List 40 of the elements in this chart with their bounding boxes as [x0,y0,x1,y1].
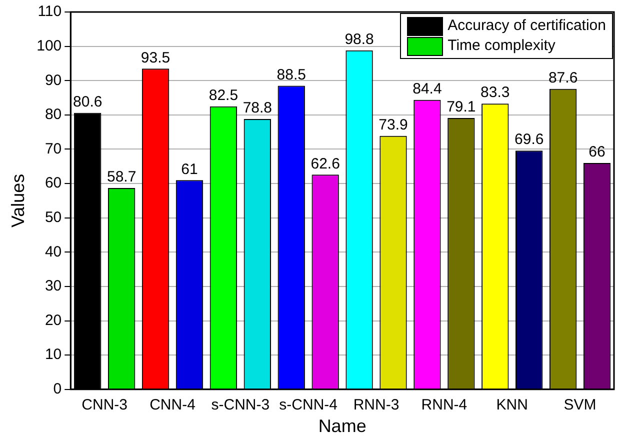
data-label: 80.6 [73,94,102,111]
y-tick-label: 0 [53,380,62,398]
y-tick-label: 80 [44,106,62,124]
data-label: 78.8 [242,100,272,117]
data-label: 87.6 [548,69,578,86]
y-tick-label: 110 [38,3,62,20]
x-tick-label: s-CNN-4 [279,396,338,414]
data-label: 88.5 [276,66,306,84]
x-tick-label: SVM [564,396,596,414]
legend-label: Time complexity [448,36,556,56]
data-label: 73.9 [378,116,408,134]
x-tick-label: KNN [496,396,528,414]
y-tick-label: 60 [44,174,62,192]
data-label: 83.3 [480,84,510,102]
data-label: 98.8 [344,31,374,48]
x-tick-label: CNN-3 [82,396,128,414]
y-tick-label: 100 [36,37,62,54]
y-tick-label: 40 [44,243,62,260]
y-axis-title: Values [8,174,28,228]
x-tick-label: RNN-4 [421,396,468,414]
data-label: 66 [588,144,606,161]
y-tick-label: 10 [44,346,62,364]
y-tick-label: 20 [44,312,62,329]
x-tick-label: CNN-4 [150,396,196,414]
data-label: 79.1 [446,98,476,116]
legend-label: Accuracy of certification [448,16,606,36]
data-label: 69.6 [514,131,544,148]
x-axis-title: Name [318,416,366,436]
data-label: 84.4 [412,80,442,98]
data-label: 58.7 [106,168,136,186]
y-tick-label: 30 [44,278,62,295]
x-tick-label: s-CNN-3 [211,396,270,414]
data-label: 62.6 [310,155,340,172]
y-tick-label: 90 [44,72,62,89]
y-tick-label: 70 [44,140,62,158]
x-tick-label: RNN-3 [353,396,400,414]
y-tick-label: 50 [44,208,62,226]
data-label: 61 [181,160,198,178]
data-label: 82.5 [208,86,238,104]
data-label: 93.5 [140,49,170,66]
